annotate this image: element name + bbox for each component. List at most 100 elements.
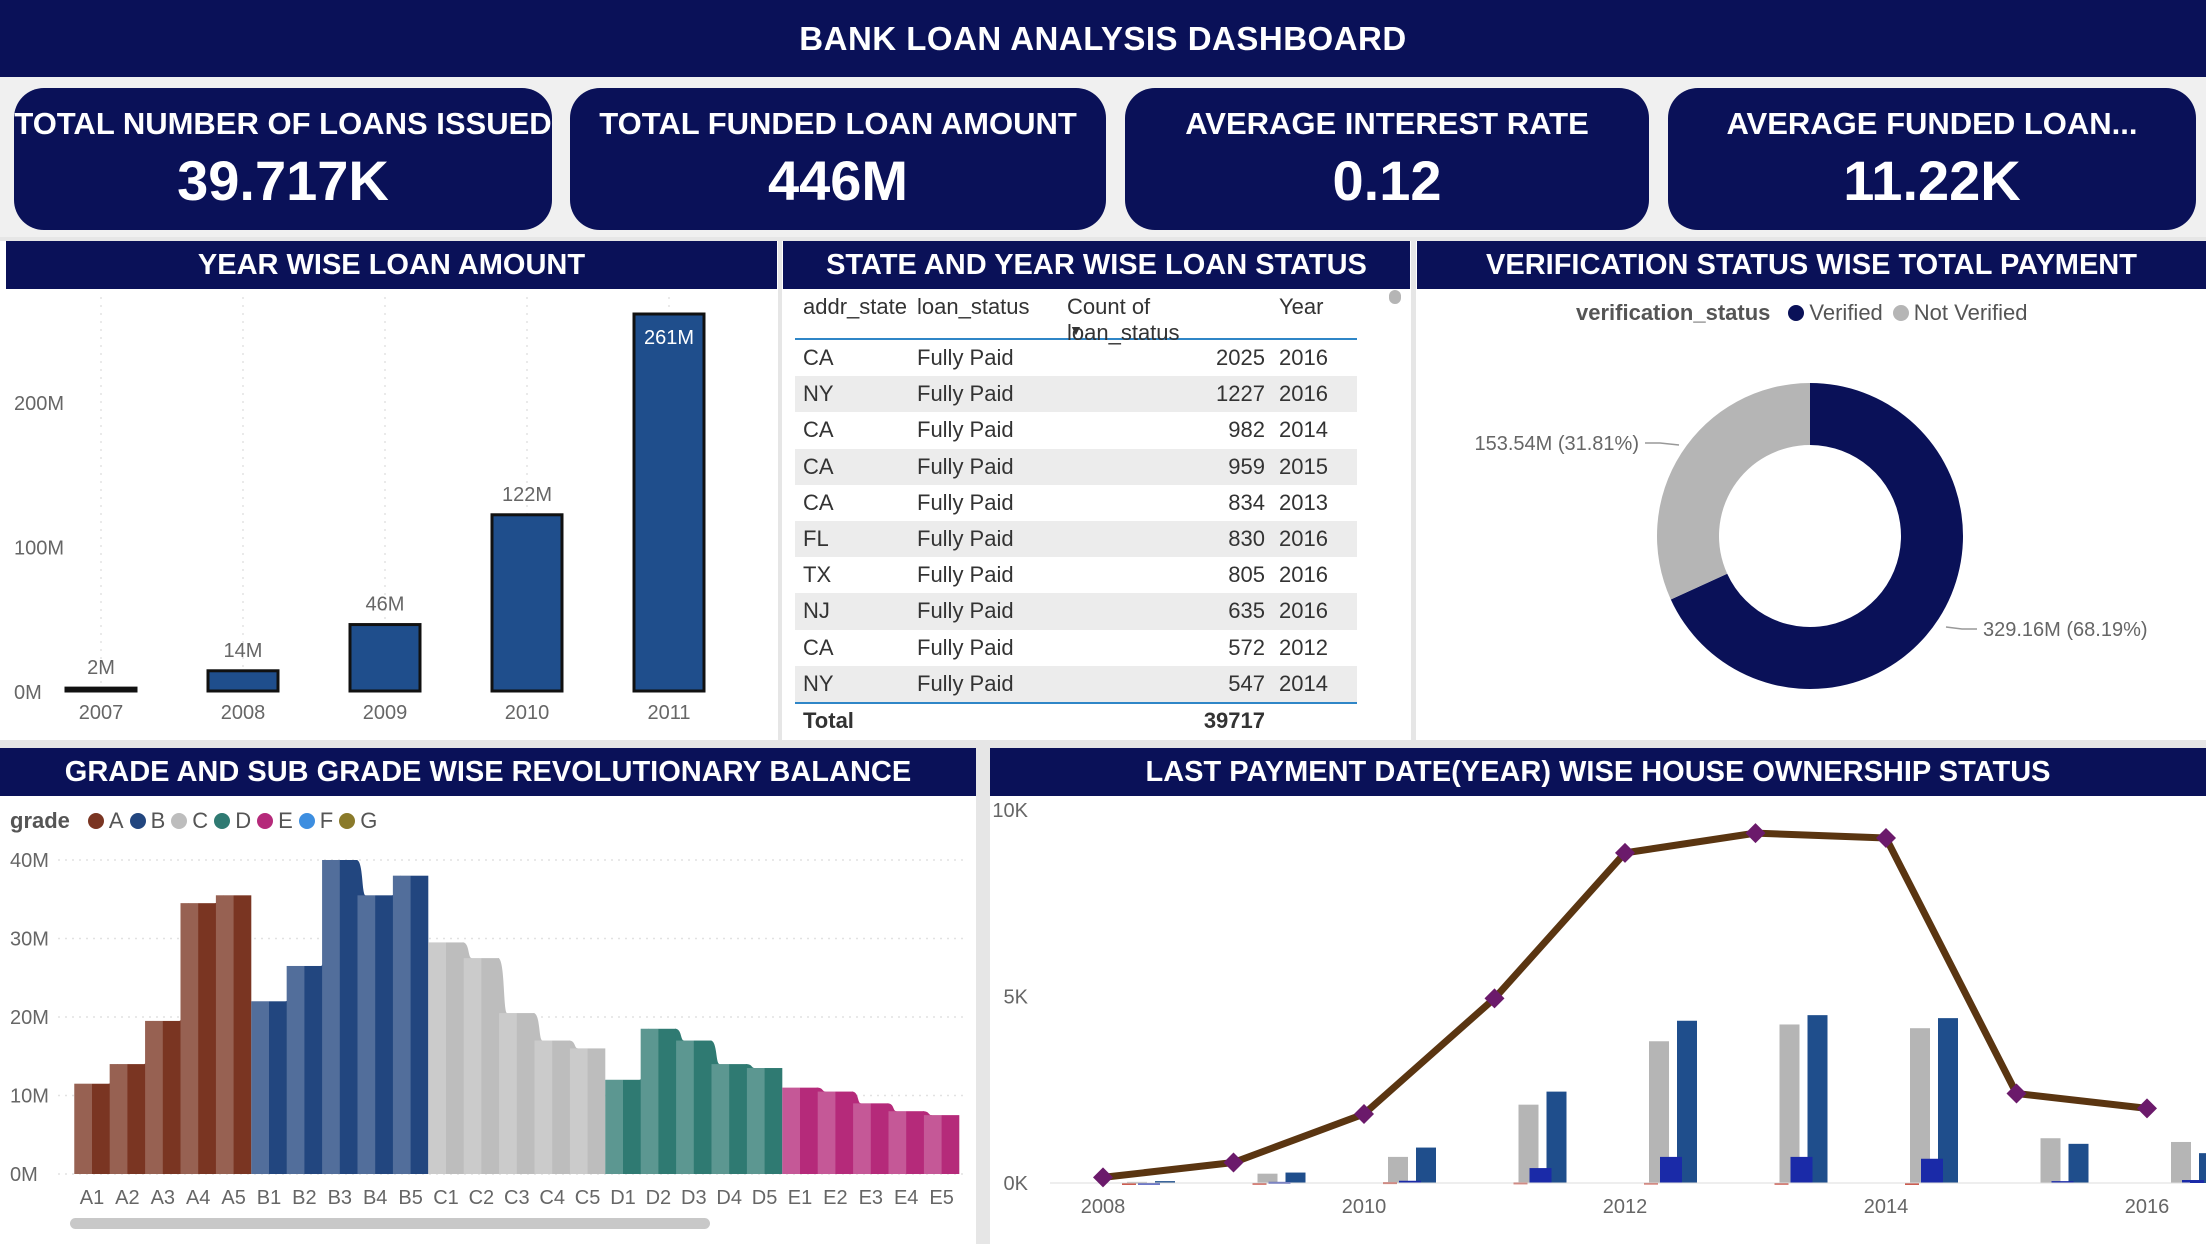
x-tick-label: B1	[257, 1187, 281, 1209]
table-row[interactable]: CA Fully Paid 834 2013	[795, 485, 1357, 521]
y-tick-label: 30M	[10, 929, 49, 951]
legend-swatch	[87, 813, 104, 829]
legend-item[interactable]: C	[192, 808, 209, 833]
bar	[357, 895, 393, 1174]
table-row[interactable]: TX Fully Paid 805 2016	[795, 557, 1357, 593]
y-tick-label: 0K	[1004, 1173, 1029, 1195]
table-cell: Fully Paid	[917, 417, 1014, 443]
bar	[1529, 1168, 1552, 1183]
bar-highlight	[817, 1091, 836, 1174]
bar	[1774, 1182, 1789, 1185]
kpi-value: 39.717K	[177, 148, 389, 212]
bar	[251, 1001, 287, 1174]
y-tick-label: 0M	[10, 1164, 38, 1186]
data-point	[1223, 1152, 1244, 1173]
table-cell: Fully Paid	[917, 562, 1014, 588]
table-cell: 572	[1228, 634, 1265, 660]
bar	[817, 1091, 854, 1174]
divider	[778, 241, 782, 740]
legend-swatch	[339, 813, 356, 829]
kpi-total-funded[interactable]: TOTAL FUNDED LOAN AMOUNT 446M	[570, 88, 1106, 230]
bar-highlight	[251, 1001, 269, 1174]
bar-highlight	[428, 942, 446, 1174]
data-point	[1876, 827, 1896, 848]
column-header[interactable]: loan_status	[917, 294, 1030, 319]
table-cell: TX	[803, 562, 832, 588]
year-loan-chart[interactable]: 0M 100M 200M 2M 2007 14M 2008 46M 2009 122M 2010 26…	[6, 289, 777, 740]
sort-descending-icon: ▼	[1069, 322, 1083, 338]
bar-highlight	[605, 1079, 623, 1174]
table-cell: 830	[1228, 526, 1265, 552]
bar	[888, 1111, 924, 1174]
table-cell: 2012	[1279, 634, 1328, 660]
table-row[interactable]: CA Fully Paid 2025 2016	[795, 340, 1357, 376]
horizontal-scrollbar[interactable]	[70, 1218, 710, 1229]
bar	[1905, 1182, 1919, 1185]
legend-item[interactable]: A	[108, 808, 124, 833]
bar-highlight	[180, 903, 199, 1174]
data-point	[2006, 1083, 2027, 1104]
bar	[534, 1040, 570, 1174]
payment-panel[interactable]: LAST PAYMENT DATE(YEAR) WISE HOUSE OWNER…	[990, 748, 2206, 1244]
bar	[215, 895, 252, 1174]
legend-item[interactable]: D	[235, 808, 252, 833]
legend-item[interactable]: B	[150, 808, 166, 833]
table-cell: 635	[1228, 598, 1265, 624]
table-cell: CA	[803, 634, 834, 660]
kpi-avg-funded[interactable]: AVERAGE FUNDED LOAN... 11.22K	[1668, 88, 2196, 230]
legend-swatch	[298, 813, 315, 829]
table-cell: 2025	[1216, 345, 1265, 371]
bar	[428, 942, 464, 1174]
table-row[interactable]: NJ Fully Paid 635 2016	[795, 593, 1357, 630]
grade-chart[interactable]: 0M 10M 20M 30M 40M A1 A2 A3 A4 A5 B1 B2 B3 B4 B5 C1 C2 C3…	[0, 840, 976, 1212]
bar-highlight	[322, 860, 340, 1174]
bar	[746, 1068, 783, 1174]
bar	[64, 686, 138, 693]
table-cell: CA	[803, 417, 834, 443]
table-row[interactable]: FL Fully Paid 830 2016	[795, 520, 1357, 558]
x-tick-label: B3	[328, 1187, 352, 1209]
table-row[interactable]: NY Fully Paid 1227 2016	[795, 376, 1357, 413]
bar	[2040, 1138, 2061, 1183]
table-row[interactable]: NY Fully Paid 547 2014	[795, 665, 1357, 702]
table-cell: 982	[1228, 417, 1265, 443]
kpi-avg-interest[interactable]: AVERAGE INTEREST RATE 0.12	[1125, 88, 1649, 230]
legend-item[interactable]: F	[319, 808, 334, 833]
bar	[1910, 1028, 1930, 1183]
bar-highlight	[569, 1048, 588, 1174]
kpi-total-loans[interactable]: TOTAL NUMBER OF LOANS ISSUED 39.717K	[14, 88, 552, 230]
legend-item-not-verified[interactable]: Not Verified	[1913, 300, 2028, 325]
bar	[1518, 1104, 1539, 1183]
panel-title: LAST PAYMENT DATE(YEAR) WISE HOUSE OWNER…	[990, 748, 2206, 796]
bar-highlight	[534, 1040, 553, 1174]
table-cell: 2016	[1279, 381, 1328, 407]
column-header-sorted[interactable]: Count of loan_status ▼	[1057, 294, 1275, 346]
y-tick-label: 20M	[10, 1007, 49, 1029]
payment-chart[interactable]: 0K 5K 10K 2008 2010 2012 2014 2016	[990, 796, 2206, 1244]
bar	[206, 669, 280, 693]
loan-status-table[interactable]: addr_state loan_status Count of loan_sta…	[795, 288, 1357, 738]
legend-item-verified[interactable]: Verified	[1809, 300, 1883, 325]
data-point	[1745, 823, 1766, 844]
column-header[interactable]: addr_state	[803, 294, 907, 319]
table-row[interactable]: CA Fully Paid 572 2012	[795, 630, 1357, 666]
x-tick-label: D3	[681, 1187, 707, 1209]
table-row[interactable]: CA Fully Paid 959 2015	[795, 448, 1357, 485]
data-label: 122M	[502, 484, 552, 506]
column-header[interactable]: Year	[1279, 294, 1324, 319]
bar	[109, 1064, 146, 1174]
table-cell: Fully Paid	[917, 598, 1014, 624]
x-tick-label: E3	[859, 1187, 883, 1209]
table-cell: CA	[803, 453, 834, 479]
legend-item[interactable]: G	[360, 808, 378, 833]
table-row[interactable]: CA Fully Paid 982 2014	[795, 412, 1357, 448]
x-tick-label: D1	[610, 1187, 636, 1209]
table-scrollbar[interactable]	[1389, 290, 1401, 304]
legend-item[interactable]: E	[278, 808, 293, 833]
state-table-panel[interactable]: STATE AND YEAR WISE LOAN STATUS	[783, 241, 1410, 740]
x-tick-label: 2011	[647, 702, 690, 724]
verification-donut-chart[interactable]: 329.16M (68.19%) 153.54M (31.81%)	[1417, 340, 2206, 735]
bar	[463, 958, 500, 1174]
bar	[676, 1040, 712, 1174]
table-cell: NJ	[803, 598, 830, 624]
